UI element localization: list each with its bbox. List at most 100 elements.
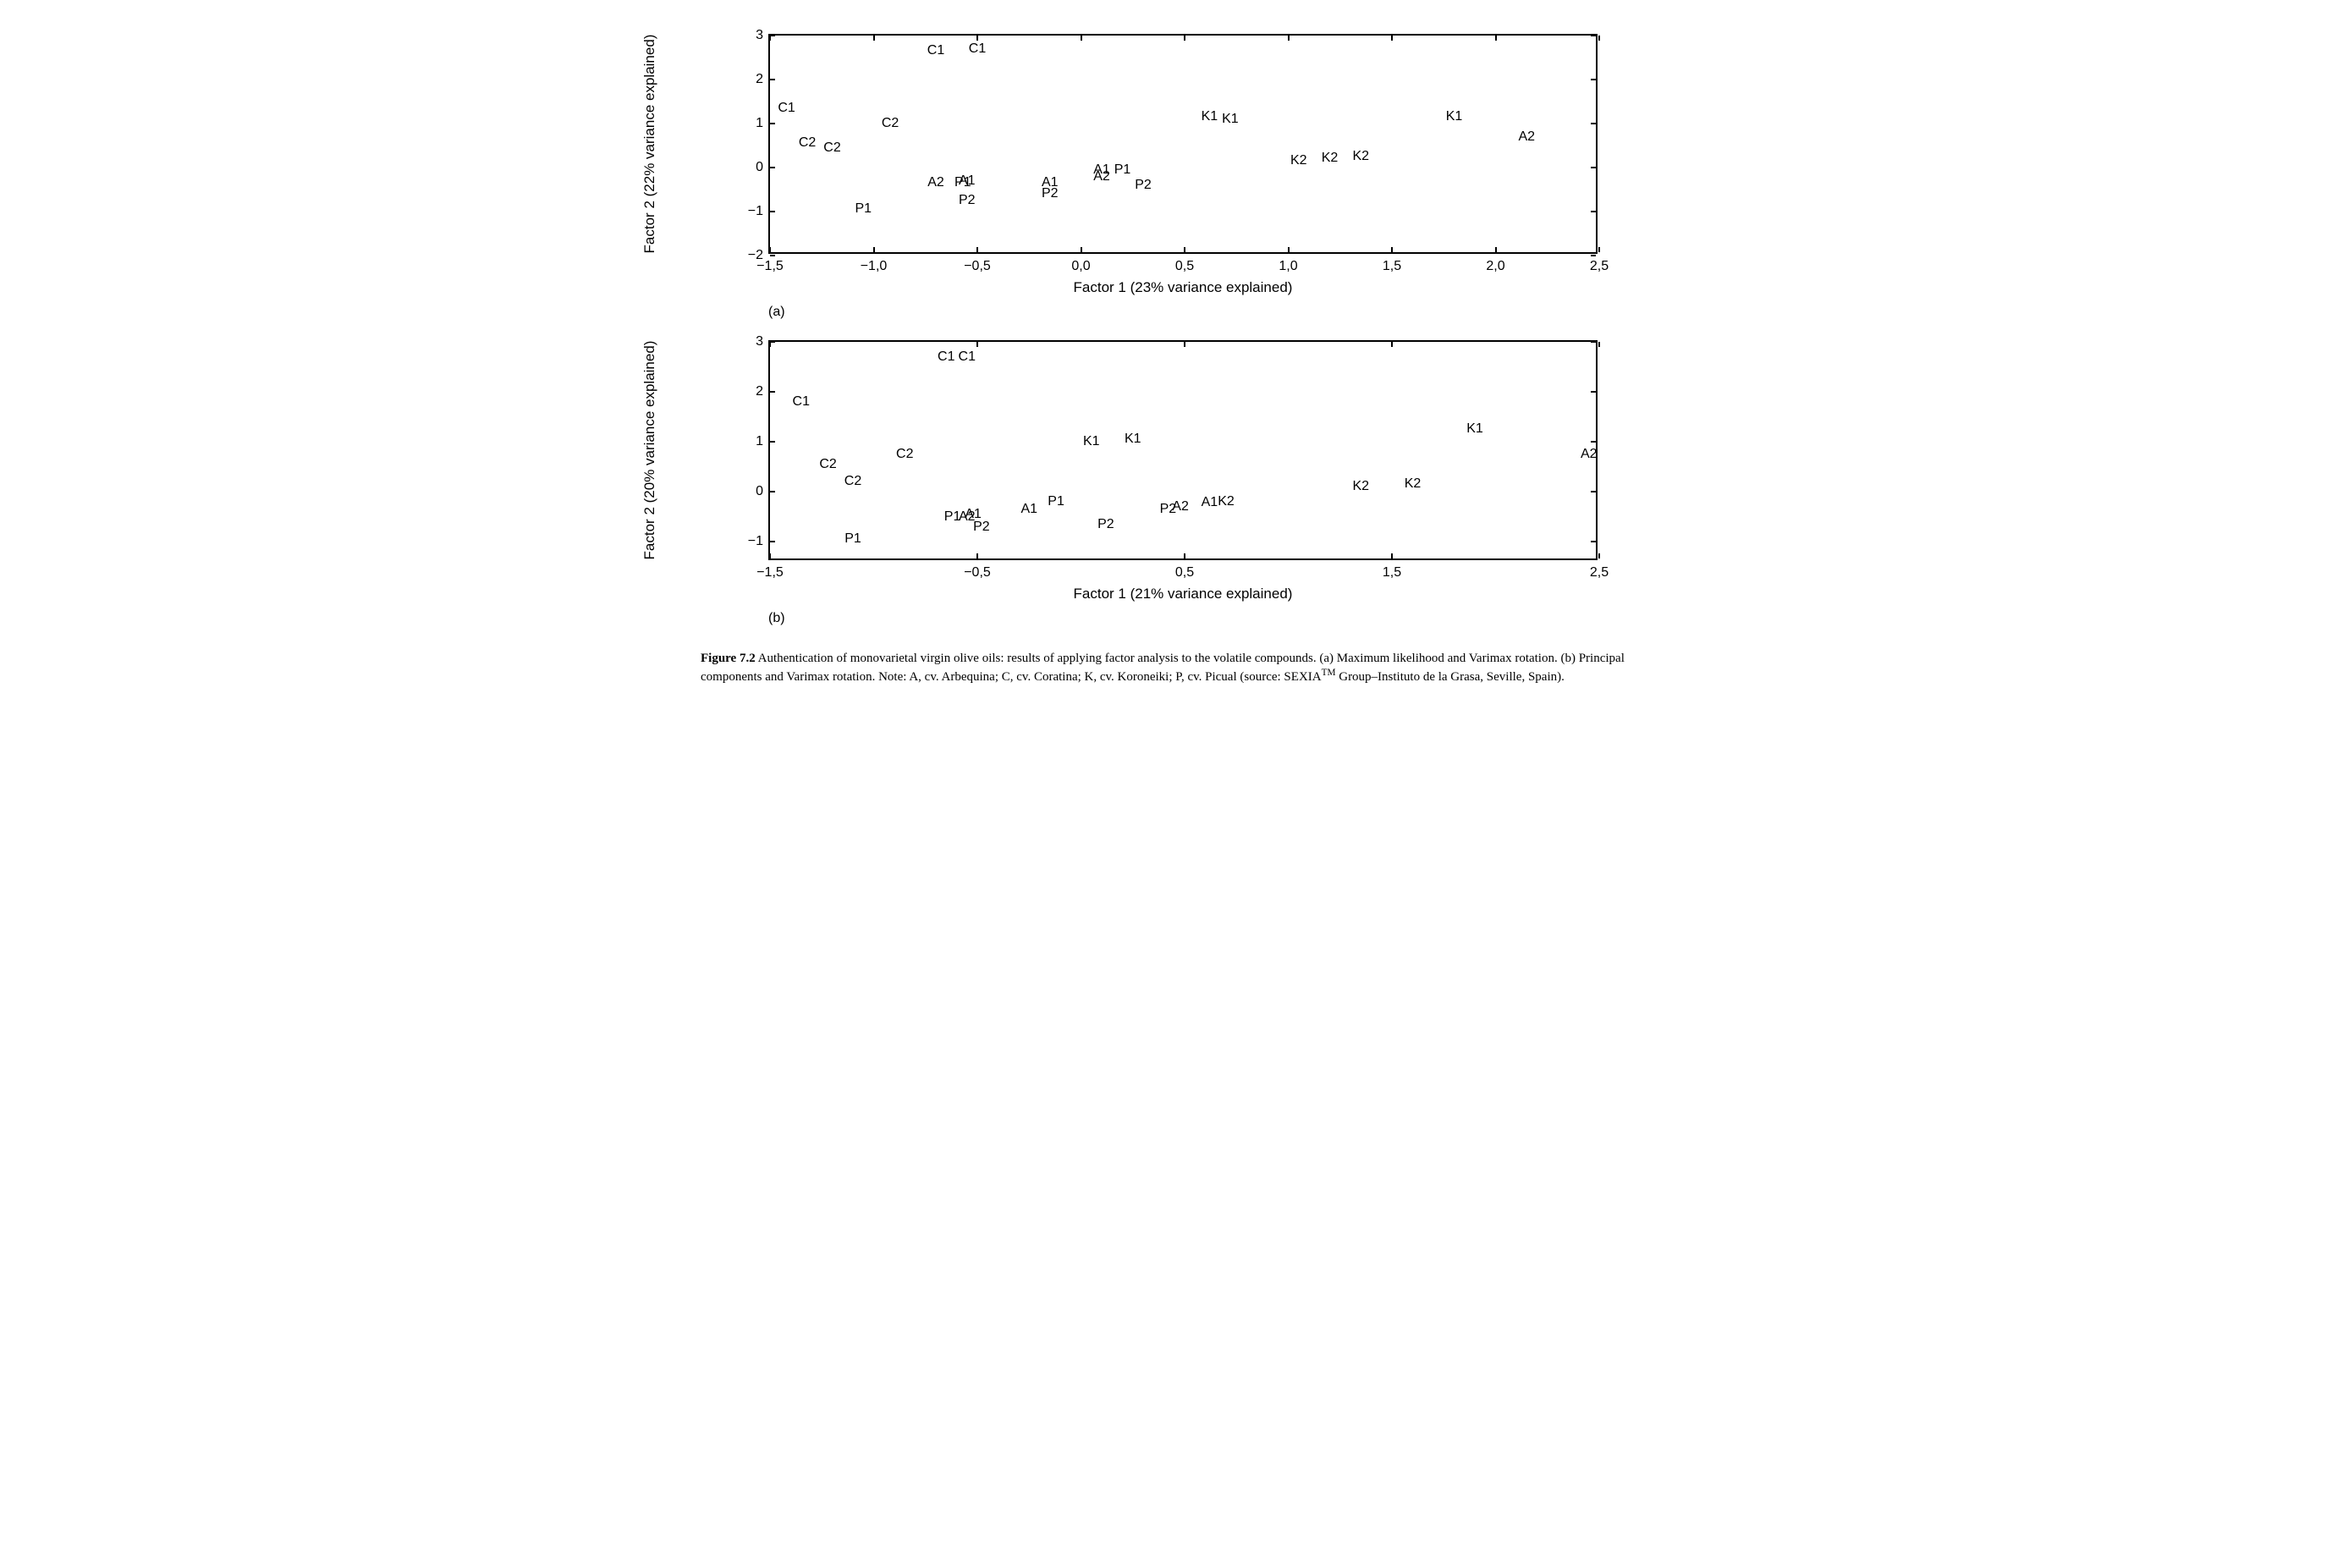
y-tick <box>1591 255 1596 256</box>
x-tick <box>1081 36 1082 41</box>
scatter-label: A2 <box>1518 129 1535 145</box>
panel-b-x-axis-title: Factor 1 (21% variance explained) <box>768 586 1598 602</box>
scatter-label: C2 <box>819 457 836 472</box>
x-tick <box>976 247 978 252</box>
scatter-label: K2 <box>1352 149 1369 164</box>
scatter-label: P2 <box>1097 517 1114 532</box>
panel-a-tag: (a) <box>768 305 1598 320</box>
scatter-label: K1 <box>1446 109 1463 124</box>
scatter-label: K2 <box>1352 479 1369 494</box>
x-tick <box>1391 342 1393 347</box>
x-tick-label: −0,5 <box>964 259 991 274</box>
panel-a-plot-area: −1,5−1,0−0,50,00,51,01,52,02,5−2−10123C1… <box>768 34 1598 254</box>
y-tick-label: 2 <box>756 72 763 87</box>
scatter-label: A2 <box>1172 499 1189 514</box>
x-tick-label: −0,5 <box>964 565 991 580</box>
x-tick <box>1391 553 1393 558</box>
x-tick-label: 1,5 <box>1383 259 1401 274</box>
y-tick <box>770 491 775 492</box>
y-tick <box>770 541 775 542</box>
panel-b-body: −1,5−0,50,51,52,5−10123C1C2C2P1C2C1C1P1A… <box>768 340 1598 626</box>
figure-container: Factor 2 (22% variance explained) −1,5−1… <box>701 34 1631 686</box>
scatter-label: K1 <box>1083 434 1100 449</box>
y-tick <box>770 123 775 124</box>
x-tick-label: 2,5 <box>1590 259 1609 274</box>
x-tick <box>1598 342 1600 347</box>
y-tick-label: 0 <box>756 160 763 175</box>
y-tick <box>770 79 775 80</box>
scatter-label: P1 <box>1048 494 1064 509</box>
y-tick <box>770 441 775 443</box>
caption-tail: Group–Instituto de la Grasa, Seville, Sp… <box>1335 670 1564 684</box>
x-tick-label: 1,5 <box>1383 565 1401 580</box>
y-tick <box>1591 211 1596 212</box>
scatter-label: A1 <box>1202 495 1218 510</box>
y-tick-label: −2 <box>748 248 763 263</box>
scatter-label: A2 <box>927 175 944 190</box>
x-tick <box>1081 247 1082 252</box>
panel-b-plot-area: −1,5−0,50,51,52,5−10123C1C2C2P1C2C1C1P1A… <box>768 340 1598 560</box>
x-tick <box>976 36 978 41</box>
x-tick <box>1184 247 1185 252</box>
y-tick <box>1591 79 1596 80</box>
y-tick-label: 3 <box>756 334 763 349</box>
scatter-label: P2 <box>1135 178 1152 193</box>
panel-b: −1,5−0,50,51,52,5−10123C1C2C2P1C2C1C1P1A… <box>768 340 1598 602</box>
figure-caption: Figure 7.2 Authentication of monovarieta… <box>701 650 1631 686</box>
x-tick-label: 2,5 <box>1590 565 1609 580</box>
x-tick <box>976 342 978 347</box>
scatter-label: K1 <box>1125 432 1141 447</box>
y-tick-label: 1 <box>756 116 763 131</box>
panel-b-tag: (b) <box>768 611 1598 626</box>
panel-b-row: Factor 2 (20% variance explained) −1,5−0… <box>701 340 1631 626</box>
x-tick-label: 0,0 <box>1071 259 1090 274</box>
y-tick <box>770 211 775 212</box>
scatter-label: K1 <box>1466 421 1483 437</box>
scatter-label: C2 <box>823 140 840 156</box>
x-tick <box>1598 553 1600 558</box>
y-tick-label: 2 <box>756 384 763 399</box>
x-tick-label: 2,0 <box>1486 259 1504 274</box>
x-tick-label: 1,0 <box>1279 259 1297 274</box>
x-tick-label: 0,5 <box>1175 565 1194 580</box>
scatter-label: C2 <box>882 116 899 131</box>
x-tick <box>769 553 771 558</box>
x-tick-label: −1,0 <box>861 259 888 274</box>
x-tick <box>873 36 875 41</box>
scatter-label: K1 <box>1202 109 1218 124</box>
x-tick <box>1184 553 1185 558</box>
y-tick <box>770 341 775 343</box>
scatter-label: C1 <box>778 101 795 116</box>
scatter-label: C1 <box>938 349 954 365</box>
x-tick <box>1391 247 1393 252</box>
scatter-label: P1 <box>855 201 872 217</box>
scatter-label: K2 <box>1218 494 1235 509</box>
panel-a-row: Factor 2 (22% variance explained) −1,5−1… <box>701 34 1631 320</box>
scatter-label: K1 <box>1222 112 1239 127</box>
y-tick-label: −1 <box>748 534 763 549</box>
x-tick-label: 0,5 <box>1175 259 1194 274</box>
scatter-label: K2 <box>1322 151 1339 166</box>
scatter-label: K2 <box>1290 153 1307 168</box>
x-tick <box>1184 342 1185 347</box>
x-tick <box>769 247 771 252</box>
y-tick <box>1591 123 1596 124</box>
scatter-label: A2 <box>1093 169 1110 184</box>
scatter-label: C1 <box>927 43 944 58</box>
y-tick <box>1591 391 1596 393</box>
y-tick <box>770 167 775 168</box>
y-tick <box>1591 341 1596 343</box>
x-tick <box>976 553 978 558</box>
caption-tm: TM <box>1322 668 1336 678</box>
scatter-label: P2 <box>959 193 976 208</box>
scatter-label: C2 <box>799 135 816 151</box>
y-tick <box>1591 35 1596 36</box>
x-tick <box>1598 247 1600 252</box>
y-tick <box>1591 441 1596 443</box>
scatter-label: C2 <box>896 447 913 462</box>
y-tick-label: −1 <box>748 204 763 219</box>
panel-a-body: −1,5−1,0−0,50,00,51,01,52,02,5−2−10123C1… <box>768 34 1598 320</box>
scatter-label: K2 <box>1405 476 1422 492</box>
scatter-label: P1 <box>1114 162 1131 178</box>
caption-label: Figure 7.2 <box>701 652 756 665</box>
